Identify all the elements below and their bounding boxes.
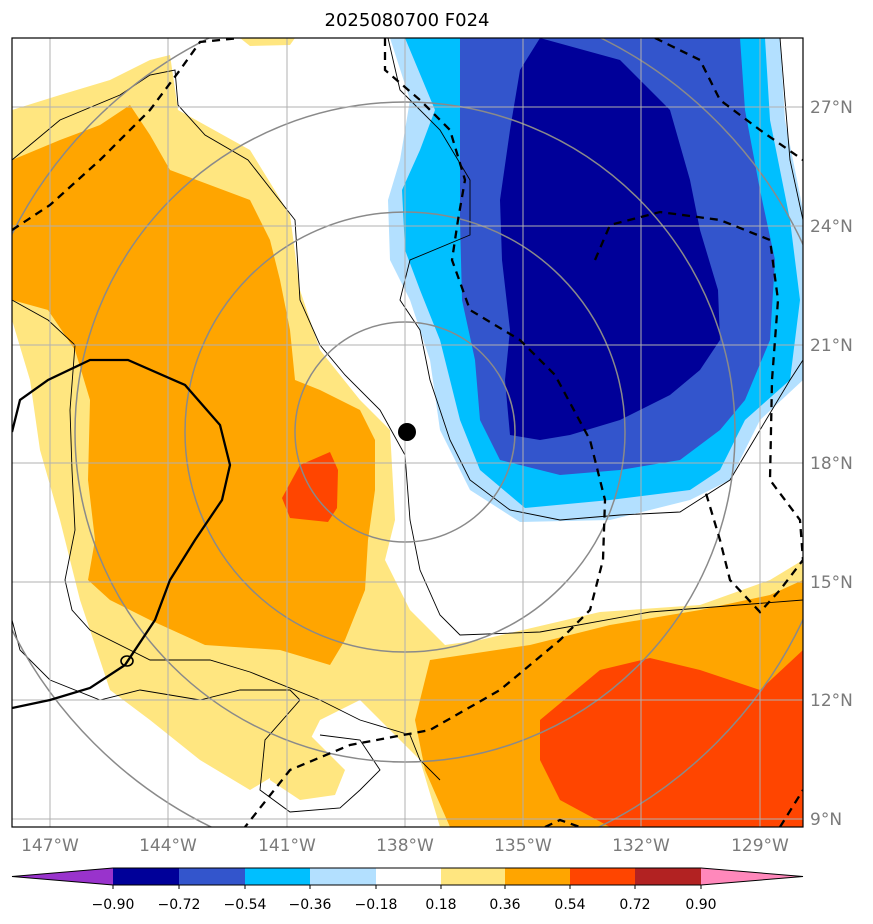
- colorbar-label-036: 0.36: [489, 897, 520, 913]
- colorbar-segment: [179, 868, 245, 885]
- colorbar-segment: [441, 868, 505, 885]
- lat-label-9n: 9°N: [810, 810, 842, 830]
- map-area: [12, 38, 803, 827]
- colorbar-segment: [570, 868, 635, 885]
- colorbar-extend-min: [12, 868, 113, 885]
- colorbar-label-054: 0.54: [554, 897, 585, 913]
- colorbar-segment: [113, 868, 179, 885]
- colorbar-extend-max: [701, 868, 803, 885]
- positive-anomaly-light-patch: [270, 725, 345, 800]
- colorbar-label-neg018: −0.18: [355, 897, 398, 913]
- colorbar: −0.90 −0.72 −0.54 −0.36 −0.18 0.18 0.36 …: [11, 867, 804, 913]
- colorbar-label-090: 0.90: [685, 897, 716, 913]
- colorbar-label-neg072: −0.72: [158, 897, 201, 913]
- dashed-contours: [12, 38, 803, 827]
- storm-center-dot: [398, 423, 416, 441]
- longitude-labels: 147°W 144°W 141°W 138°W 135°W 132°W 129°…: [21, 836, 789, 856]
- map-frame: [11, 37, 804, 828]
- lon-label-129w: 129°W: [731, 836, 789, 856]
- colorbar-segment: [505, 868, 570, 885]
- colorbar-segment: [310, 868, 376, 885]
- colorbar-segment: [635, 868, 701, 885]
- lat-label-12n: 12°N: [810, 691, 853, 711]
- colorbar-ticks: [112, 885, 702, 889]
- lon-label-132w: 132°W: [612, 836, 670, 856]
- colorbar-segment: [245, 868, 310, 885]
- lon-label-138w: 138°W: [376, 836, 434, 856]
- colorbar-label-072: 0.72: [619, 897, 650, 913]
- positive-anomaly-west-region: [12, 105, 375, 665]
- lat-label-24n: 24°N: [810, 217, 853, 237]
- lat-label-21n: 21°N: [810, 336, 853, 356]
- colorbar-segment: [376, 868, 441, 885]
- colorbar-label-neg036: −0.36: [289, 897, 332, 913]
- lon-label-144w: 144°W: [139, 836, 197, 856]
- positive-anomaly-top-strip: [240, 38, 295, 46]
- colorbar-label-018: 0.18: [425, 897, 456, 913]
- colorbar-label-neg090: −0.90: [92, 897, 135, 913]
- contour-label-marker: [120, 655, 134, 667]
- colorbar-label-neg054: −0.54: [224, 897, 267, 913]
- lat-label-18n: 18°N: [810, 454, 853, 474]
- lon-label-135w: 135°W: [494, 836, 552, 856]
- lon-label-147w: 147°W: [21, 836, 79, 856]
- lon-label-141w: 141°W: [258, 836, 316, 856]
- map-title: 2025080700 F024: [325, 10, 490, 31]
- lat-label-27n: 27°N: [810, 98, 853, 118]
- solid-contour: [12, 358, 232, 710]
- latitude-labels: 27°N 24°N 21°N 18°N 15°N 12°N 9°N: [810, 98, 853, 830]
- colorbar-segments: [11, 867, 804, 886]
- map-gridlines: [12, 38, 803, 827]
- lat-label-15n: 15°N: [810, 573, 853, 593]
